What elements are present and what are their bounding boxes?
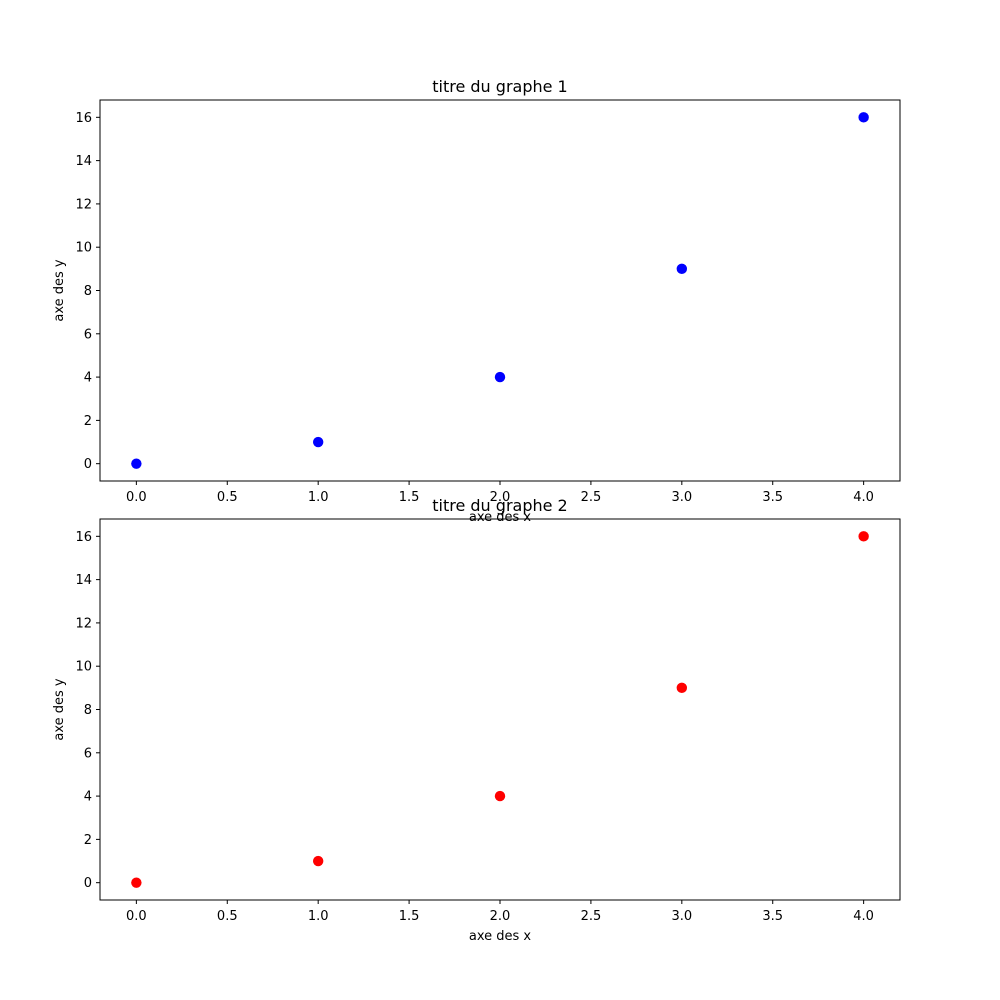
x-tick-label: 3.0 xyxy=(671,909,692,924)
data-point xyxy=(494,790,506,802)
x-tick-label: 1.5 xyxy=(399,909,420,924)
chart-title: titre du graphe 2 xyxy=(432,496,567,515)
y-axis-label: axe des y xyxy=(52,678,67,741)
y-tick-label: 10 xyxy=(75,660,92,675)
x-tick-label: 0.0 xyxy=(126,490,147,505)
x-tick-label: 2.0 xyxy=(490,490,511,505)
y-tick-label: 6 xyxy=(84,746,92,761)
x-tick-label: 0.0 xyxy=(126,909,147,924)
y-tick-label: 8 xyxy=(84,284,92,299)
data-point xyxy=(676,263,688,275)
x-tick-label: 0.5 xyxy=(217,490,238,505)
y-tick-label: 4 xyxy=(84,790,92,805)
x-tick-label: 2.0 xyxy=(490,909,511,924)
x-tick-label: 2.5 xyxy=(581,909,602,924)
y-tick-label: 16 xyxy=(75,111,92,126)
data-point xyxy=(676,682,688,694)
data-point xyxy=(858,112,869,123)
y-axis-label: axe des y xyxy=(52,259,67,322)
data-point xyxy=(312,436,324,448)
x-tick-label: 3.5 xyxy=(762,490,783,505)
y-tick-label: 12 xyxy=(75,197,92,212)
x-axis-label: axe des x xyxy=(469,929,532,944)
y-tick-label: 6 xyxy=(84,327,92,342)
x-tick-label: 0.5 xyxy=(217,909,238,924)
y-tick-label: 16 xyxy=(75,530,92,545)
data-point xyxy=(131,458,142,469)
data-point xyxy=(312,855,324,867)
x-tick-label: 3.5 xyxy=(762,909,783,924)
y-tick-label: 12 xyxy=(75,616,92,631)
chart-panel-1: 0.0 0.5 1.0 1.5 2.0 2.5 3.0 3.5 4.0 0 2 4 6 8 10 12 14 16… xyxy=(52,77,901,525)
y-tick-label: 2 xyxy=(84,414,92,429)
x-tick-label: 1.0 xyxy=(308,490,329,505)
data-point xyxy=(858,531,869,542)
x-tick-label: 4.0 xyxy=(853,909,874,924)
y-tick-label: 14 xyxy=(75,573,92,588)
y-tick-label: 4 xyxy=(84,371,92,386)
data-point xyxy=(494,371,506,383)
x-tick-label: 3.0 xyxy=(671,490,692,505)
x-tick-label: 1.5 xyxy=(399,490,420,505)
y-tick-label: 8 xyxy=(84,703,92,718)
data-point xyxy=(131,877,142,888)
y-tick-label: 10 xyxy=(75,241,92,256)
x-tick-label: 1.0 xyxy=(308,909,329,924)
y-tick-label: 2 xyxy=(84,833,92,848)
x-tick-label: 4.0 xyxy=(853,490,874,505)
chart-title: titre du graphe 1 xyxy=(432,77,567,96)
y-tick-label: 0 xyxy=(84,457,92,472)
y-tick-label: 0 xyxy=(84,876,92,891)
x-tick-label: 2.5 xyxy=(581,490,602,505)
y-tick-label: 14 xyxy=(75,154,92,169)
x-axis-label: axe des x xyxy=(469,510,532,525)
chart-panel-2: 0.0 0.5 1.0 1.5 2.0 2.5 3.0 3.5 4.0 0 2 4 6 8 10 12 14 16… xyxy=(52,496,901,944)
